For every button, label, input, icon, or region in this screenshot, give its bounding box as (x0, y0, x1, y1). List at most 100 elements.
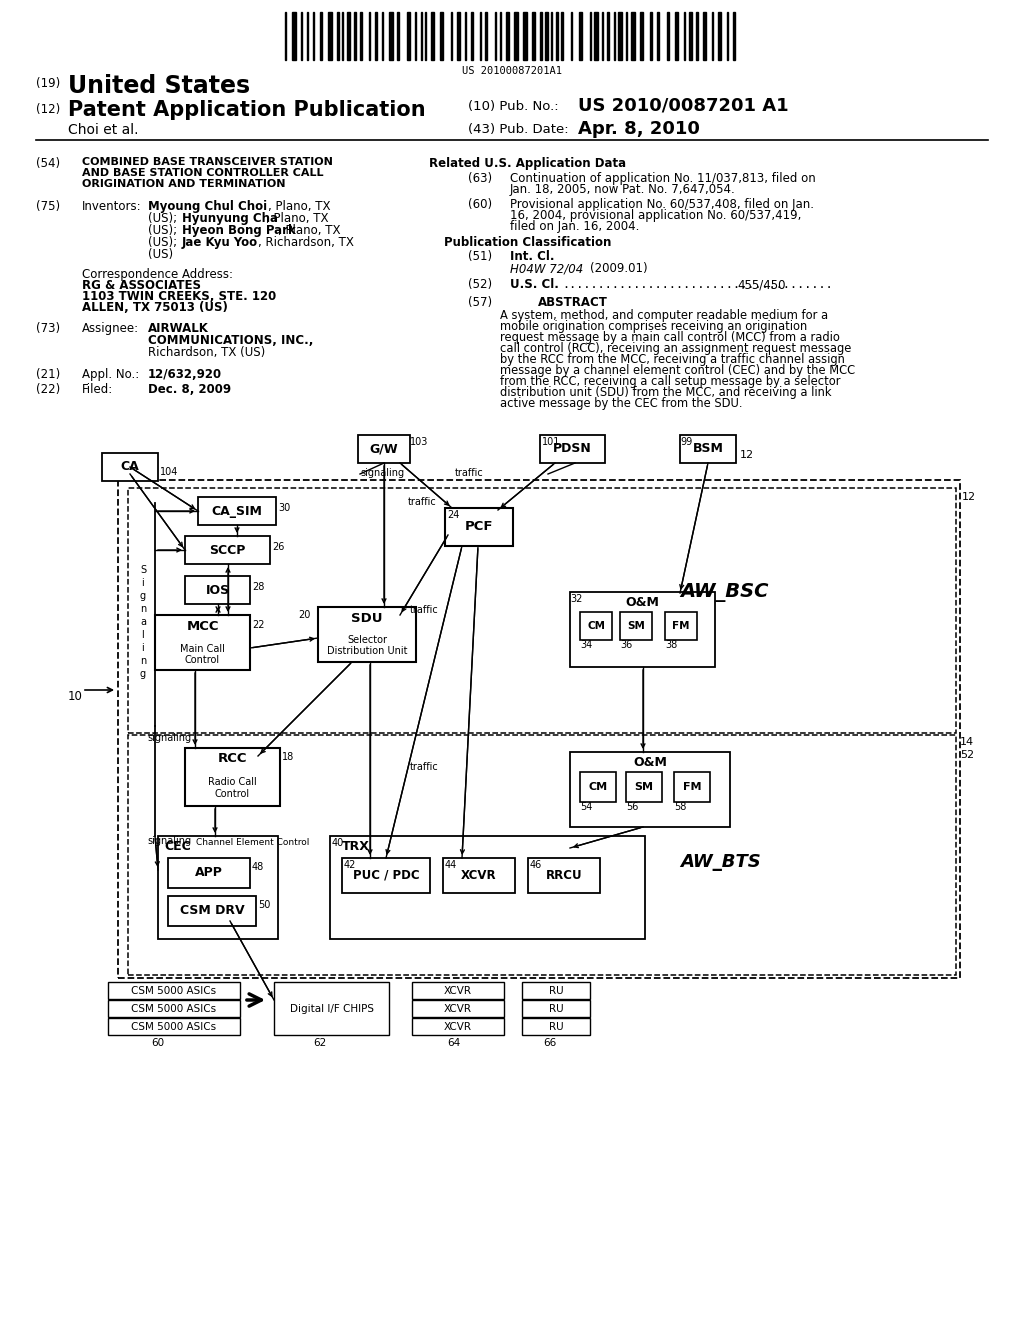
Text: signaling: signaling (147, 836, 191, 846)
Text: O&M: O&M (633, 755, 667, 768)
Bar (168, 858, 250, 888)
Bar (292, 12, 296, 59)
Text: message by a channel element control (CEC) and by the MCC: message by a channel element control (CE… (500, 364, 855, 378)
Bar (185, 748, 280, 807)
Text: CA_SIM: CA_SIM (212, 504, 262, 517)
Bar (580, 612, 612, 640)
Text: (2009.01): (2009.01) (590, 261, 647, 275)
Bar (360, 12, 362, 59)
Text: active message by the CEC from the SDU.: active message by the CEC from the SDU. (500, 397, 742, 411)
Text: H04W 72/04: H04W 72/04 (510, 261, 584, 275)
Bar (375, 12, 377, 59)
Text: 104: 104 (160, 467, 178, 477)
Text: United States: United States (68, 74, 250, 98)
Text: AW_BTS: AW_BTS (680, 853, 761, 871)
Bar (570, 591, 715, 667)
Text: O&M: O&M (626, 595, 659, 609)
Bar (198, 498, 276, 525)
Bar (330, 836, 645, 939)
Text: Inventors:: Inventors: (82, 201, 141, 213)
Text: Radio Call
Control: Radio Call Control (208, 777, 257, 799)
Bar (620, 612, 652, 640)
Bar (540, 436, 605, 463)
Text: CSM 5000 ASICs: CSM 5000 ASICs (131, 986, 216, 995)
Text: (51): (51) (468, 249, 493, 263)
Text: RU: RU (549, 1003, 563, 1014)
Bar (580, 772, 616, 803)
Text: filed on Jan. 16, 2004.: filed on Jan. 16, 2004. (510, 220, 639, 234)
Bar (703, 12, 706, 59)
Text: ALLEN, TX 75013 (US): ALLEN, TX 75013 (US) (82, 301, 228, 314)
Text: 58: 58 (674, 803, 686, 812)
Text: COMBINED BASE TRANSCEIVER STATION: COMBINED BASE TRANSCEIVER STATION (82, 157, 333, 168)
Text: signaling: signaling (360, 469, 404, 478)
Text: 20: 20 (298, 610, 310, 620)
Text: 34: 34 (580, 640, 592, 649)
Text: (43) Pub. Date:: (43) Pub. Date: (468, 123, 568, 136)
Text: Int. Cl.: Int. Cl. (510, 249, 555, 263)
Text: SCCP: SCCP (209, 544, 246, 557)
Text: Related U.S. Application Data: Related U.S. Application Data (429, 157, 627, 170)
Bar (607, 12, 609, 59)
Text: (54): (54) (36, 157, 60, 170)
Text: SM: SM (627, 620, 645, 631)
Text: 103: 103 (410, 437, 428, 447)
Text: (10) Pub. No.:: (10) Pub. No.: (468, 100, 559, 114)
Bar (485, 12, 487, 59)
Text: RG & ASSOCIATES: RG & ASSOCIATES (82, 279, 201, 292)
Bar (506, 12, 509, 59)
Text: Correspondence Address:: Correspondence Address: (82, 268, 233, 281)
Text: CSM 5000 ASICs: CSM 5000 ASICs (131, 1022, 216, 1031)
Bar (696, 12, 698, 59)
Text: (52): (52) (468, 279, 493, 290)
Bar (318, 607, 416, 663)
Text: 52: 52 (961, 750, 974, 760)
Text: MCC: MCC (186, 620, 219, 634)
Text: (21): (21) (36, 368, 60, 381)
Text: G/W: G/W (370, 442, 398, 455)
Bar (443, 858, 515, 894)
Text: 50: 50 (258, 900, 270, 909)
Text: RU: RU (549, 1022, 563, 1031)
Text: FM: FM (683, 781, 701, 792)
Text: US 20100087201A1: US 20100087201A1 (462, 66, 562, 77)
Bar (514, 12, 518, 59)
Bar (108, 1018, 240, 1035)
Text: RU: RU (549, 986, 563, 995)
Text: (75): (75) (36, 201, 60, 213)
Bar (354, 12, 356, 59)
Text: Myoung Chul Choi: Myoung Chul Choi (148, 201, 267, 213)
Bar (108, 1001, 240, 1016)
Bar (657, 12, 659, 59)
Text: 66: 66 (544, 1038, 557, 1048)
Text: (12): (12) (36, 103, 60, 116)
Text: Appl. No.:: Appl. No.: (82, 368, 139, 381)
Bar (674, 772, 710, 803)
Bar (412, 1018, 504, 1035)
Text: CM: CM (587, 620, 605, 631)
Text: call control (RCC), receiving an assignment request message: call control (RCC), receiving an assignm… (500, 342, 851, 355)
Text: n: n (140, 605, 146, 614)
Text: 30: 30 (278, 503, 290, 513)
Text: Digital I/F CHIPS: Digital I/F CHIPS (290, 1003, 374, 1014)
Bar (128, 735, 956, 975)
Bar (155, 615, 250, 671)
Bar (158, 836, 278, 939)
Bar (540, 12, 542, 59)
Bar (626, 772, 662, 803)
Bar (440, 12, 443, 59)
Text: traffic: traffic (455, 469, 483, 478)
Text: (57): (57) (468, 296, 493, 309)
Bar (185, 576, 250, 605)
Text: traffic: traffic (410, 605, 438, 615)
Bar (471, 12, 473, 59)
Text: Filed:: Filed: (82, 383, 114, 396)
Text: S: S (140, 565, 146, 576)
Text: CM: CM (589, 781, 607, 792)
Bar (689, 12, 692, 59)
Text: traffic: traffic (410, 762, 438, 772)
Bar (102, 453, 158, 480)
Text: Publication Classification: Publication Classification (444, 236, 611, 249)
Bar (718, 12, 721, 59)
Bar (347, 12, 350, 59)
